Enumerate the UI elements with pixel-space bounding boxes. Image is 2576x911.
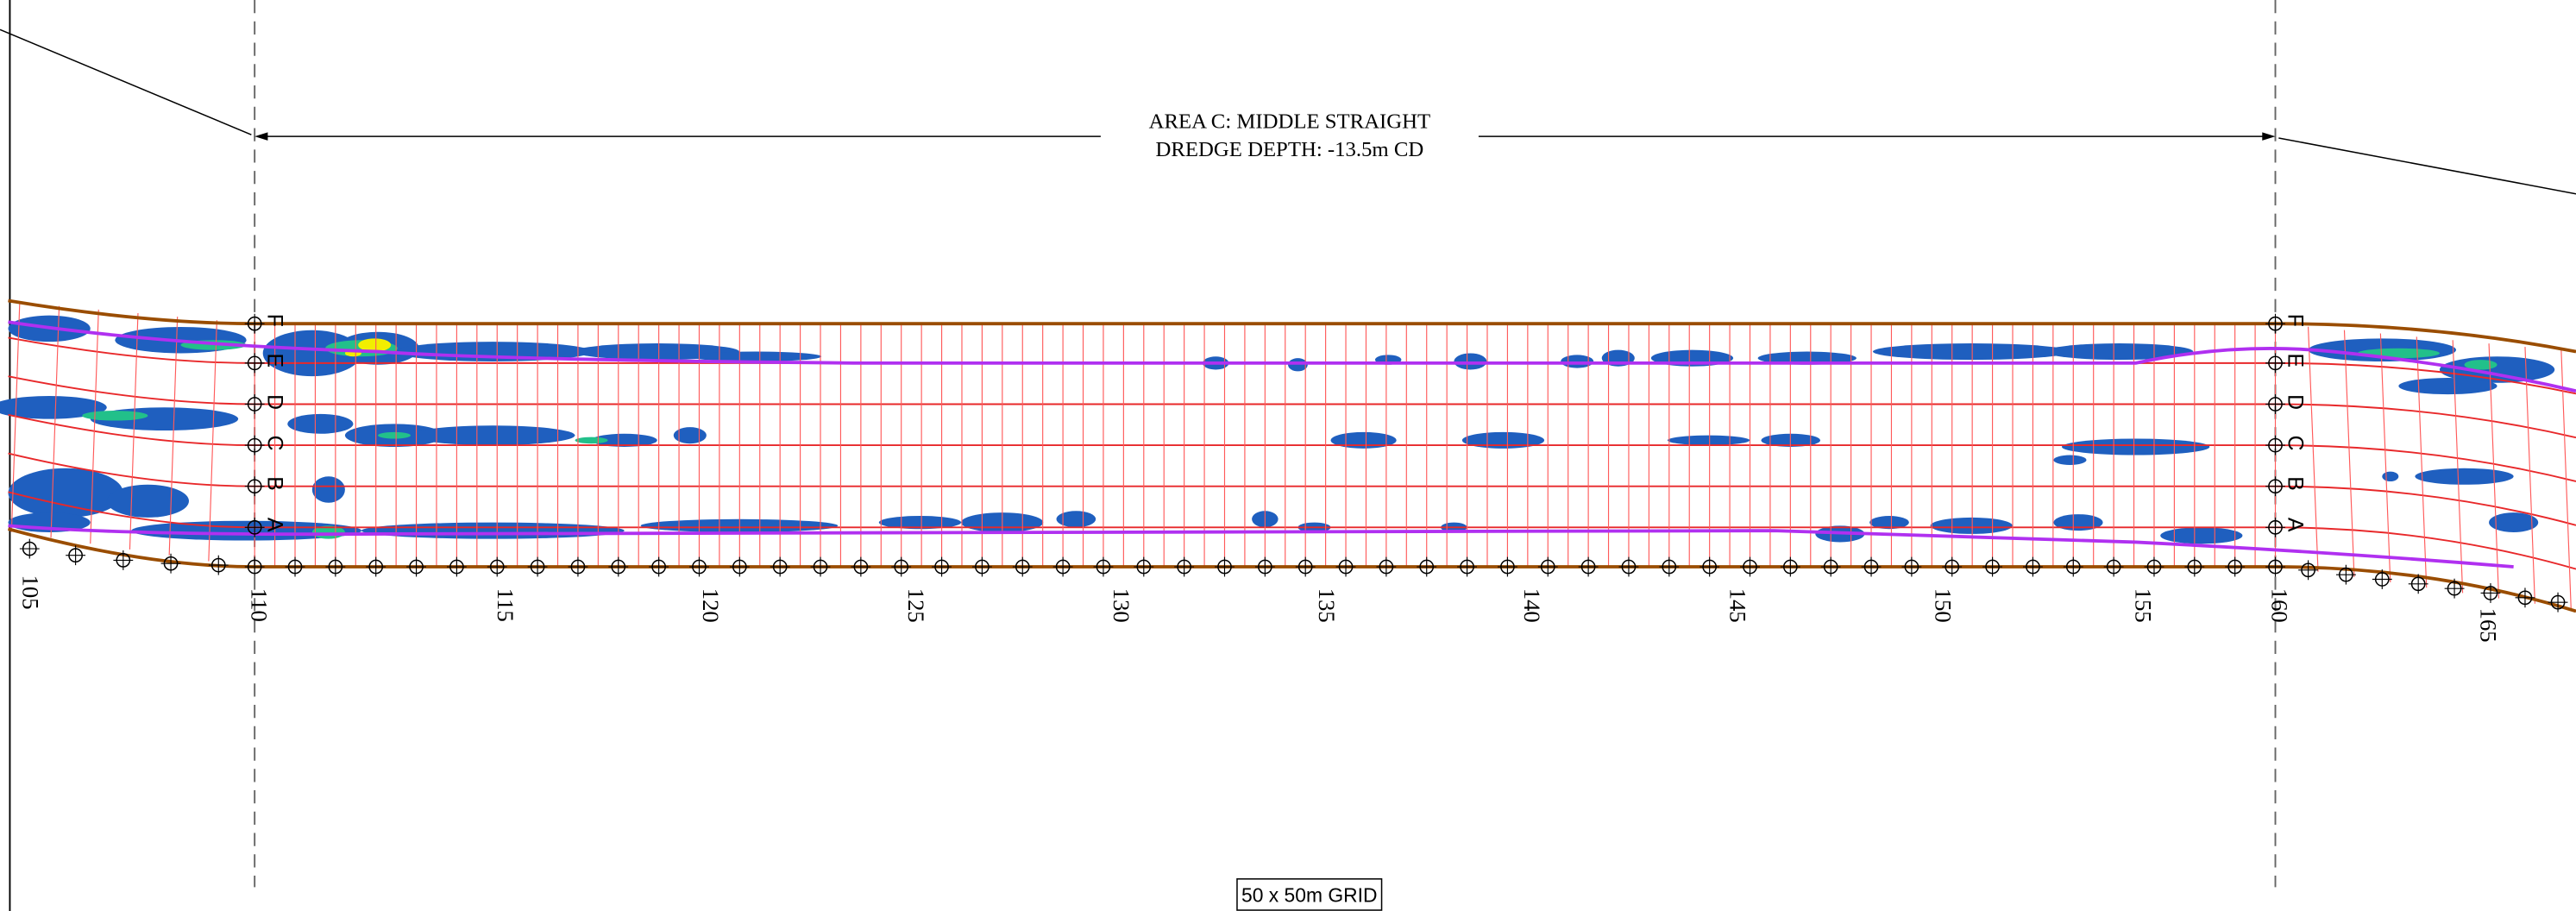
contour-shallow [2415, 468, 2514, 485]
contour-shallow [673, 427, 707, 444]
contour-shallow [878, 515, 962, 530]
contour-shallow [689, 351, 822, 361]
contour-mid [82, 411, 148, 421]
design-line [8, 524, 2514, 569]
row-label: A [262, 518, 286, 532]
chainage-label: 165 [2476, 608, 2502, 643]
chainage-label: 155 [2131, 588, 2157, 623]
row-label: C [2284, 436, 2307, 451]
grid-column-line [168, 317, 179, 556]
row-label: D [262, 394, 286, 410]
contour-shallow [1757, 351, 1857, 365]
chainage-label: 125 [903, 588, 929, 623]
chainage-label: 110 [246, 588, 272, 622]
dredge-depth: DREDGE DEPTH: -13.5m CD [1156, 138, 1424, 161]
chainage-label: 160 [2267, 588, 2293, 623]
contour-shallow [2398, 378, 2497, 395]
contour-mid [2464, 360, 2497, 370]
contour-shallow [411, 425, 575, 446]
contour-shallow [1461, 431, 1545, 449]
grid-label-box [1236, 878, 1383, 911]
contour-shallow [1930, 517, 2013, 534]
markers: 105 110 115 120 125 130 135 140 145 150 155 160 165 A… [18, 314, 2568, 643]
contour-shallow [262, 330, 361, 377]
contour-shallow [1330, 431, 1397, 449]
contour-shallow [2382, 471, 2399, 481]
contour-high [358, 338, 392, 352]
contour-shallow [1288, 358, 1308, 372]
contour-shallow [8, 468, 123, 518]
contour-shallow [591, 433, 657, 448]
design-line [8, 320, 2576, 393]
leader [2278, 137, 2576, 195]
contour-mid [575, 437, 608, 444]
grid-column-line [2452, 340, 2464, 594]
row-label: E [2284, 353, 2307, 368]
contour-shallow [2160, 527, 2243, 544]
contour-shallow [0, 395, 107, 419]
grid-label: 50 x 50m GRID [1241, 884, 1377, 907]
contour-shallow [2053, 455, 2087, 465]
contour-shallow [1872, 343, 2070, 361]
grid-column-line [2308, 326, 2319, 572]
contour-shallow [1869, 515, 1909, 530]
chainage-label: 130 [1109, 588, 1134, 623]
chainage-label: 145 [1725, 588, 1750, 623]
arrow [254, 132, 268, 141]
contour-shallow [1056, 511, 1096, 528]
row-label: F [2284, 314, 2307, 327]
contour-shallow [311, 476, 345, 503]
grid-column-line [2560, 349, 2572, 609]
area-title: AREA C: MIDDLE STRAIGHT [1149, 110, 1431, 134]
leader [0, 28, 252, 135]
row-label: F [262, 314, 286, 327]
row-label: A [2284, 518, 2307, 532]
chainage-label: 140 [1519, 588, 1545, 623]
contour-shallow [287, 413, 354, 434]
contour-shallow [2061, 438, 2210, 456]
contour-shallow [1667, 435, 1750, 446]
chainage-label: 120 [698, 588, 724, 623]
grid-column-line [2416, 336, 2428, 588]
chainage-label: 135 [1314, 588, 1340, 623]
contour-shallow [1561, 355, 1594, 368]
chainage-label: 150 [1930, 588, 1956, 623]
grid-column-line [90, 309, 99, 544]
contour-shallow [106, 484, 189, 518]
grid-column-line [2343, 330, 2355, 577]
contour-shallow [2489, 512, 2539, 533]
row-label: B [262, 476, 286, 491]
grid-column-line [2488, 343, 2500, 599]
grid-column-line [10, 302, 21, 532]
contour-shallow [361, 522, 625, 539]
grid-column-line [129, 312, 139, 550]
contour-shallow [1454, 353, 1487, 370]
contour-mid [377, 431, 412, 439]
grid-column-line [208, 320, 217, 562]
chainage-label: 115 [493, 588, 518, 622]
chainage-label: 105 [18, 575, 44, 610]
grid-column-line [50, 305, 60, 538]
row-label: E [262, 353, 286, 368]
contour-shallow [2045, 343, 2194, 361]
arrow [2262, 132, 2276, 141]
row-label: B [2284, 476, 2307, 491]
grid-column-line [2379, 333, 2391, 583]
row-label: C [262, 436, 286, 451]
grid-column-line [2524, 347, 2535, 604]
row-label: D [2284, 394, 2307, 410]
